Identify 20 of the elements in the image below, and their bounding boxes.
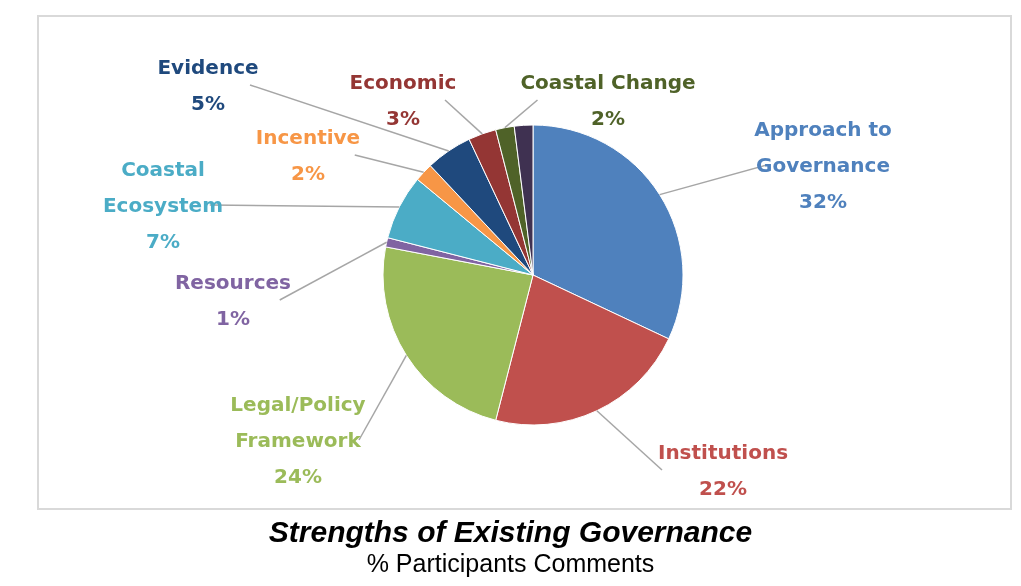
- slice-label: Institutions: [657, 440, 789, 465]
- slice-label: Approach to Governance: [754, 117, 892, 178]
- data-label: 1%: [216, 306, 250, 331]
- data-label: 2%: [591, 106, 625, 131]
- slice-label: Incentive: [255, 125, 361, 150]
- slice-label: Resources: [174, 270, 292, 295]
- text: % Participants Comments: [365, 549, 656, 578]
- slice-label: Coastal Change: [520, 70, 696, 95]
- data-label: 3%: [386, 106, 420, 131]
- slice-label: Legal/Policy Framework: [230, 392, 366, 453]
- text: Strengths of Existing Governance: [267, 515, 754, 549]
- slice-label: Coastal Ecosystem: [102, 157, 224, 218]
- slice-label: Evidence: [157, 55, 259, 80]
- data-label: 24%: [274, 464, 322, 489]
- slice-label: Economic: [349, 70, 457, 95]
- data-label: 2%: [291, 161, 325, 186]
- data-label: 5%: [191, 91, 225, 116]
- data-label: 7%: [146, 229, 180, 254]
- data-label: 22%: [699, 476, 747, 501]
- data-label: 32%: [799, 189, 847, 214]
